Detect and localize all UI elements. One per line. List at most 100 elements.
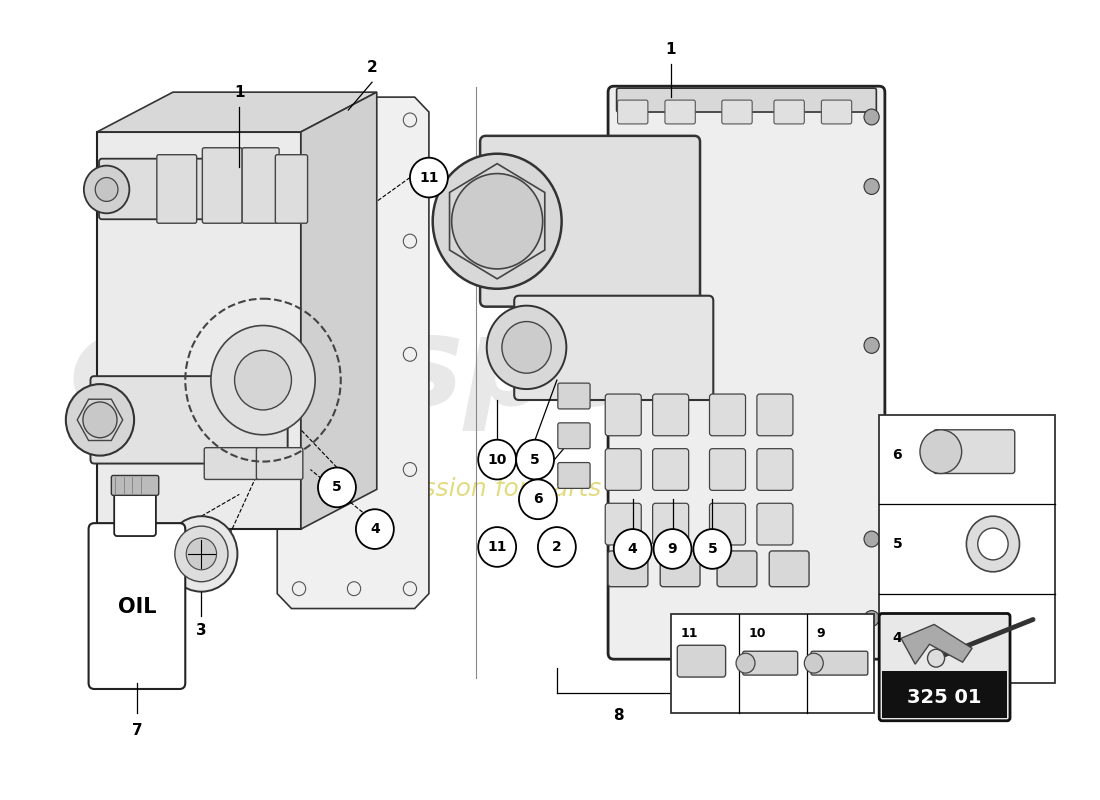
FancyBboxPatch shape — [666, 100, 695, 124]
FancyBboxPatch shape — [822, 100, 851, 124]
Circle shape — [967, 516, 1020, 572]
Text: eurosport: eurosport — [68, 310, 761, 430]
Text: 2: 2 — [552, 540, 562, 554]
FancyBboxPatch shape — [111, 475, 158, 495]
Text: 11: 11 — [419, 170, 439, 185]
Circle shape — [864, 178, 879, 194]
Text: 5: 5 — [892, 537, 902, 551]
FancyBboxPatch shape — [558, 462, 590, 488]
Circle shape — [478, 440, 516, 479]
Text: OIL: OIL — [118, 597, 156, 617]
Circle shape — [693, 529, 732, 569]
Circle shape — [478, 527, 516, 567]
Circle shape — [318, 467, 356, 507]
Circle shape — [165, 516, 238, 592]
FancyBboxPatch shape — [202, 148, 242, 223]
FancyBboxPatch shape — [480, 136, 700, 306]
FancyBboxPatch shape — [811, 651, 868, 675]
Text: 10: 10 — [748, 627, 766, 641]
Circle shape — [502, 322, 551, 373]
Circle shape — [82, 402, 117, 438]
Text: 325 01: 325 01 — [908, 689, 982, 707]
FancyBboxPatch shape — [882, 671, 1008, 718]
FancyBboxPatch shape — [157, 154, 197, 223]
Circle shape — [432, 154, 562, 289]
Circle shape — [864, 338, 879, 354]
FancyBboxPatch shape — [558, 423, 590, 449]
FancyBboxPatch shape — [742, 651, 797, 675]
Circle shape — [410, 158, 448, 198]
Circle shape — [516, 440, 554, 479]
FancyBboxPatch shape — [710, 394, 746, 436]
Circle shape — [653, 529, 692, 569]
FancyBboxPatch shape — [99, 158, 266, 219]
Text: 7: 7 — [132, 722, 142, 738]
FancyBboxPatch shape — [879, 614, 1010, 721]
FancyBboxPatch shape — [879, 415, 1055, 683]
FancyBboxPatch shape — [605, 394, 641, 436]
FancyBboxPatch shape — [256, 448, 302, 479]
FancyBboxPatch shape — [605, 449, 641, 490]
FancyBboxPatch shape — [671, 614, 874, 713]
Circle shape — [736, 654, 755, 673]
Circle shape — [927, 650, 945, 667]
Circle shape — [452, 174, 542, 269]
Polygon shape — [301, 92, 377, 529]
Circle shape — [614, 529, 651, 569]
FancyBboxPatch shape — [617, 88, 877, 112]
Circle shape — [519, 479, 557, 519]
Text: 9: 9 — [816, 627, 825, 641]
Text: 2: 2 — [366, 60, 377, 75]
FancyBboxPatch shape — [605, 503, 641, 545]
Circle shape — [234, 350, 292, 410]
FancyBboxPatch shape — [710, 449, 746, 490]
FancyBboxPatch shape — [769, 551, 808, 586]
FancyBboxPatch shape — [242, 148, 279, 223]
Text: 3: 3 — [196, 623, 207, 638]
Text: a passion for parts since 1985: a passion for parts since 1985 — [368, 478, 746, 502]
FancyBboxPatch shape — [757, 449, 793, 490]
FancyBboxPatch shape — [114, 485, 156, 536]
FancyBboxPatch shape — [97, 132, 301, 529]
FancyBboxPatch shape — [205, 448, 261, 479]
Text: 11: 11 — [487, 540, 507, 554]
FancyBboxPatch shape — [90, 376, 288, 463]
FancyBboxPatch shape — [717, 551, 757, 586]
Circle shape — [186, 538, 217, 570]
Text: 11: 11 — [680, 627, 697, 641]
FancyBboxPatch shape — [933, 430, 1014, 474]
Polygon shape — [277, 97, 429, 609]
FancyBboxPatch shape — [652, 449, 689, 490]
Circle shape — [211, 326, 316, 434]
FancyBboxPatch shape — [660, 551, 700, 586]
FancyBboxPatch shape — [678, 646, 726, 677]
Polygon shape — [97, 92, 377, 132]
Circle shape — [356, 510, 394, 549]
Text: 1: 1 — [234, 85, 244, 100]
FancyBboxPatch shape — [514, 296, 713, 400]
Text: 5: 5 — [707, 542, 717, 556]
FancyBboxPatch shape — [558, 383, 590, 409]
FancyBboxPatch shape — [275, 154, 308, 223]
FancyBboxPatch shape — [757, 394, 793, 436]
Circle shape — [486, 306, 566, 389]
Text: 8: 8 — [613, 708, 624, 723]
FancyBboxPatch shape — [774, 100, 804, 124]
Circle shape — [84, 166, 130, 214]
FancyBboxPatch shape — [722, 100, 752, 124]
Circle shape — [66, 384, 134, 456]
Circle shape — [920, 430, 961, 474]
Circle shape — [175, 526, 228, 582]
Text: 6: 6 — [534, 492, 542, 506]
FancyBboxPatch shape — [652, 503, 689, 545]
FancyBboxPatch shape — [652, 394, 689, 436]
Circle shape — [864, 531, 879, 547]
Text: 4: 4 — [370, 522, 379, 536]
Text: 6: 6 — [892, 448, 902, 462]
Text: 5: 5 — [530, 453, 540, 466]
FancyBboxPatch shape — [608, 551, 648, 586]
Text: 9: 9 — [668, 542, 678, 556]
FancyBboxPatch shape — [710, 503, 746, 545]
Text: 1: 1 — [666, 42, 675, 58]
FancyBboxPatch shape — [89, 523, 185, 689]
